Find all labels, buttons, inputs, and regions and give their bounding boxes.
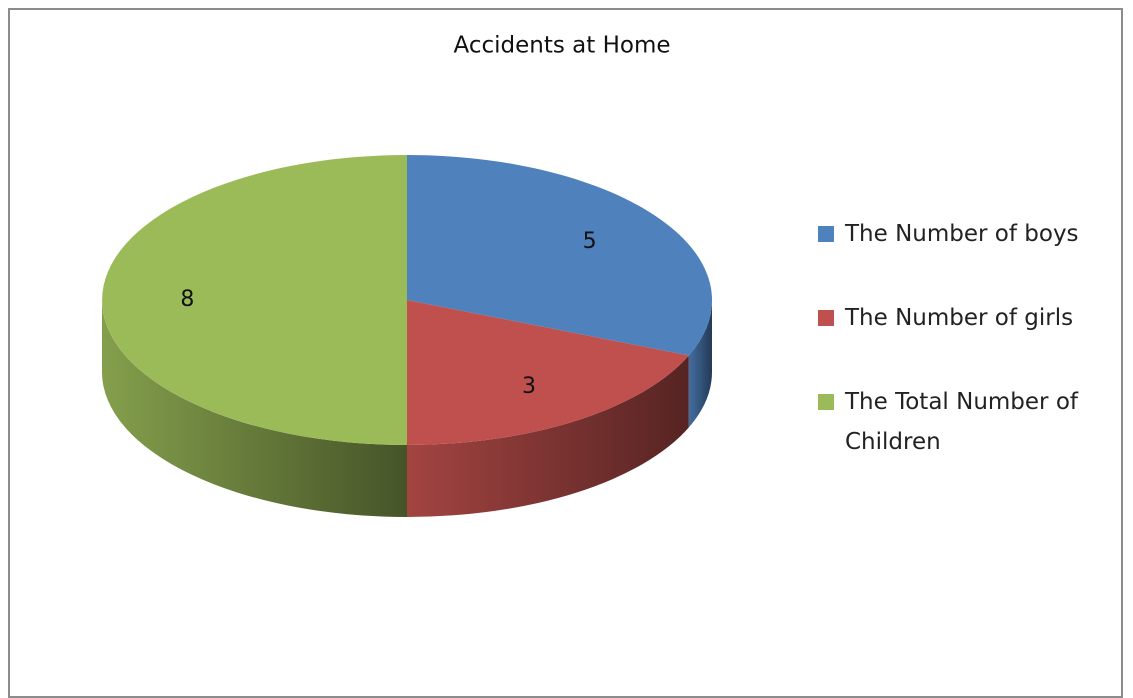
legend: The Number of boys The Number of girls The… [818, 214, 1108, 506]
page: Accidents at Home 5 3 8 The Number of boys… [8, 8, 1123, 698]
slice-side [102, 300, 407, 517]
slice [407, 155, 712, 356]
legend-swatch [818, 310, 834, 326]
legend-item: The Total Number of Children [818, 382, 1108, 462]
slice-side [688, 300, 712, 428]
legend-label: The Number of girls [845, 305, 1074, 331]
slice [102, 155, 407, 445]
chart-title: Accidents at Home [454, 33, 671, 59]
legend-label: The Total Number of Children [845, 389, 1078, 455]
legend-swatch [818, 394, 834, 410]
data-label: 5 [583, 229, 597, 254]
legend-swatch [818, 226, 834, 242]
data-label: 8 [180, 287, 194, 312]
legend-item: The Number of boys [818, 214, 1108, 254]
slice-side [407, 355, 689, 517]
data-label: 3 [522, 374, 536, 399]
legend-item: The Number of girls [818, 298, 1108, 338]
legend-label: The Number of boys [845, 221, 1079, 247]
chart: Accidents at Home 5 3 8 [102, 33, 712, 517]
slice [407, 300, 689, 445]
